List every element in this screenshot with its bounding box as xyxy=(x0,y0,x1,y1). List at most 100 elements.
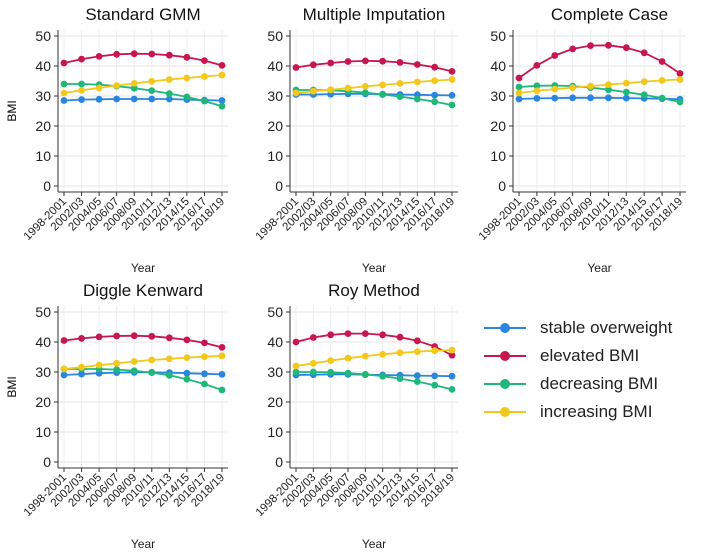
data-point-elevated-bmi xyxy=(396,59,404,66)
legend-swatch xyxy=(482,405,528,419)
data-point-increasing-bmi xyxy=(413,348,421,355)
data-point-elevated-bmi xyxy=(569,45,577,53)
data-point-increasing-bmi xyxy=(292,362,300,370)
y-tick-label: 40 xyxy=(35,58,51,74)
data-point-decreasing-bmi xyxy=(640,91,648,99)
data-point-stable-overweight xyxy=(165,95,173,103)
data-point-elevated-bmi xyxy=(95,333,103,341)
data-point-stable-overweight xyxy=(448,372,456,380)
y-tick-label: 0 xyxy=(43,178,51,194)
data-point-increasing-bmi xyxy=(431,347,439,355)
y-tick-label: 40 xyxy=(267,58,283,74)
y-tick-label: 30 xyxy=(267,364,283,380)
series-line-elevated-bmi xyxy=(63,334,223,349)
data-point-decreasing-bmi xyxy=(533,82,541,90)
data-point-elevated-bmi xyxy=(640,49,648,57)
data-point-increasing-bmi xyxy=(379,350,387,358)
data-point-elevated-bmi xyxy=(113,332,121,340)
legend-item-decreasing-bmi: decreasing BMI xyxy=(482,370,702,398)
data-point-increasing-bmi xyxy=(448,346,456,354)
data-point-increasing-bmi xyxy=(60,365,68,373)
data-point-increasing-bmi xyxy=(515,89,523,97)
data-point-increasing-bmi xyxy=(165,355,173,363)
y-tick-label: 20 xyxy=(490,118,506,134)
data-point-elevated-bmi xyxy=(676,70,684,77)
data-point-decreasing-bmi xyxy=(60,80,68,88)
legend-label: stable overweight xyxy=(540,318,673,337)
y-tick-label: 40 xyxy=(490,58,506,74)
data-point-increasing-bmi xyxy=(113,359,121,367)
x-axis-label: Year xyxy=(131,537,155,551)
y-tick-label: 30 xyxy=(490,88,506,104)
data-point-increasing-bmi xyxy=(201,353,208,361)
data-point-decreasing-bmi xyxy=(622,88,630,96)
data-point-increasing-bmi xyxy=(658,77,666,84)
y-axis-label: BMI xyxy=(5,100,19,121)
data-point-increasing-bmi xyxy=(622,79,630,87)
data-point-elevated-bmi xyxy=(533,62,541,69)
plot-area xyxy=(513,30,686,192)
data-point-decreasing-bmi xyxy=(605,86,612,94)
data-point-stable-overweight xyxy=(78,96,85,103)
y-tick-label: 0 xyxy=(43,454,51,470)
data-point-elevated-bmi xyxy=(60,59,68,67)
data-point-decreasing-bmi xyxy=(327,368,335,376)
data-point-increasing-bmi xyxy=(448,76,456,83)
data-point-stable-overweight xyxy=(130,95,138,103)
plot-area xyxy=(58,30,228,192)
data-point-decreasing-bmi xyxy=(201,97,208,105)
y-axis-label: BMI xyxy=(5,376,19,397)
data-point-elevated-bmi xyxy=(183,53,191,61)
data-point-elevated-bmi xyxy=(309,61,317,69)
data-point-elevated-bmi xyxy=(165,334,173,342)
plot-area xyxy=(290,306,458,468)
plot-area xyxy=(58,306,228,468)
panel-diggle-kenward: 010203040501998-20012002/032004/052006/0… xyxy=(5,281,228,551)
data-point-elevated-bmi xyxy=(413,337,421,345)
panel-complete-case: 010203040501998-20012002/032004/052006/0… xyxy=(477,5,686,275)
x-axis-label: Year xyxy=(362,261,386,275)
data-point-stable-overweight xyxy=(78,370,85,378)
data-point-increasing-bmi xyxy=(587,82,594,90)
data-point-elevated-bmi xyxy=(448,351,456,359)
data-point-elevated-bmi xyxy=(292,64,300,71)
y-tick-label: 20 xyxy=(267,118,283,134)
data-point-stable-overweight xyxy=(95,95,103,103)
data-point-elevated-bmi xyxy=(183,336,191,344)
series-line-elevated-bmi xyxy=(295,332,453,357)
data-point-stable-overweight xyxy=(148,95,156,103)
data-point-decreasing-bmi xyxy=(148,87,156,94)
data-point-decreasing-bmi xyxy=(396,375,404,382)
series-line-increasing-bmi xyxy=(295,349,453,367)
y-tick-label: 30 xyxy=(267,88,283,104)
y-tick-label: 20 xyxy=(35,118,51,134)
panel-title: Diggle Kenward xyxy=(83,281,203,300)
data-point-increasing-bmi xyxy=(78,363,85,371)
data-point-stable-overweight xyxy=(431,372,439,380)
y-tick-label: 10 xyxy=(267,148,283,164)
y-tick-label: 50 xyxy=(490,28,506,44)
series-line-decreasing-bmi xyxy=(518,84,681,103)
data-point-increasing-bmi xyxy=(183,74,191,82)
data-point-decreasing-bmi xyxy=(130,367,138,375)
data-point-increasing-bmi xyxy=(413,78,421,86)
legend-item-elevated-bmi: elevated BMI xyxy=(482,342,702,370)
panel-roy-method: 010203040501998-20012002/032004/052006/0… xyxy=(5,281,458,551)
series-line-decreasing-bmi xyxy=(296,371,453,391)
x-axis-label: Year xyxy=(131,261,155,275)
y-tick-label: 0 xyxy=(498,178,506,194)
data-point-decreasing-bmi xyxy=(165,371,173,379)
data-point-elevated-bmi xyxy=(218,344,226,351)
series-line-increasing-bmi xyxy=(518,78,681,94)
legend-item-increasing-bmi: increasing BMI xyxy=(482,398,702,426)
data-point-elevated-bmi xyxy=(130,50,138,58)
panel-title: Standard GMM xyxy=(85,5,200,24)
data-point-stable-overweight xyxy=(413,372,421,379)
series-line-increasing-bmi xyxy=(63,354,223,370)
data-point-elevated-bmi xyxy=(587,42,594,49)
data-point-elevated-bmi xyxy=(413,61,421,68)
data-point-elevated-bmi xyxy=(148,50,156,58)
data-point-increasing-bmi xyxy=(78,86,85,94)
data-point-elevated-bmi xyxy=(201,339,208,347)
